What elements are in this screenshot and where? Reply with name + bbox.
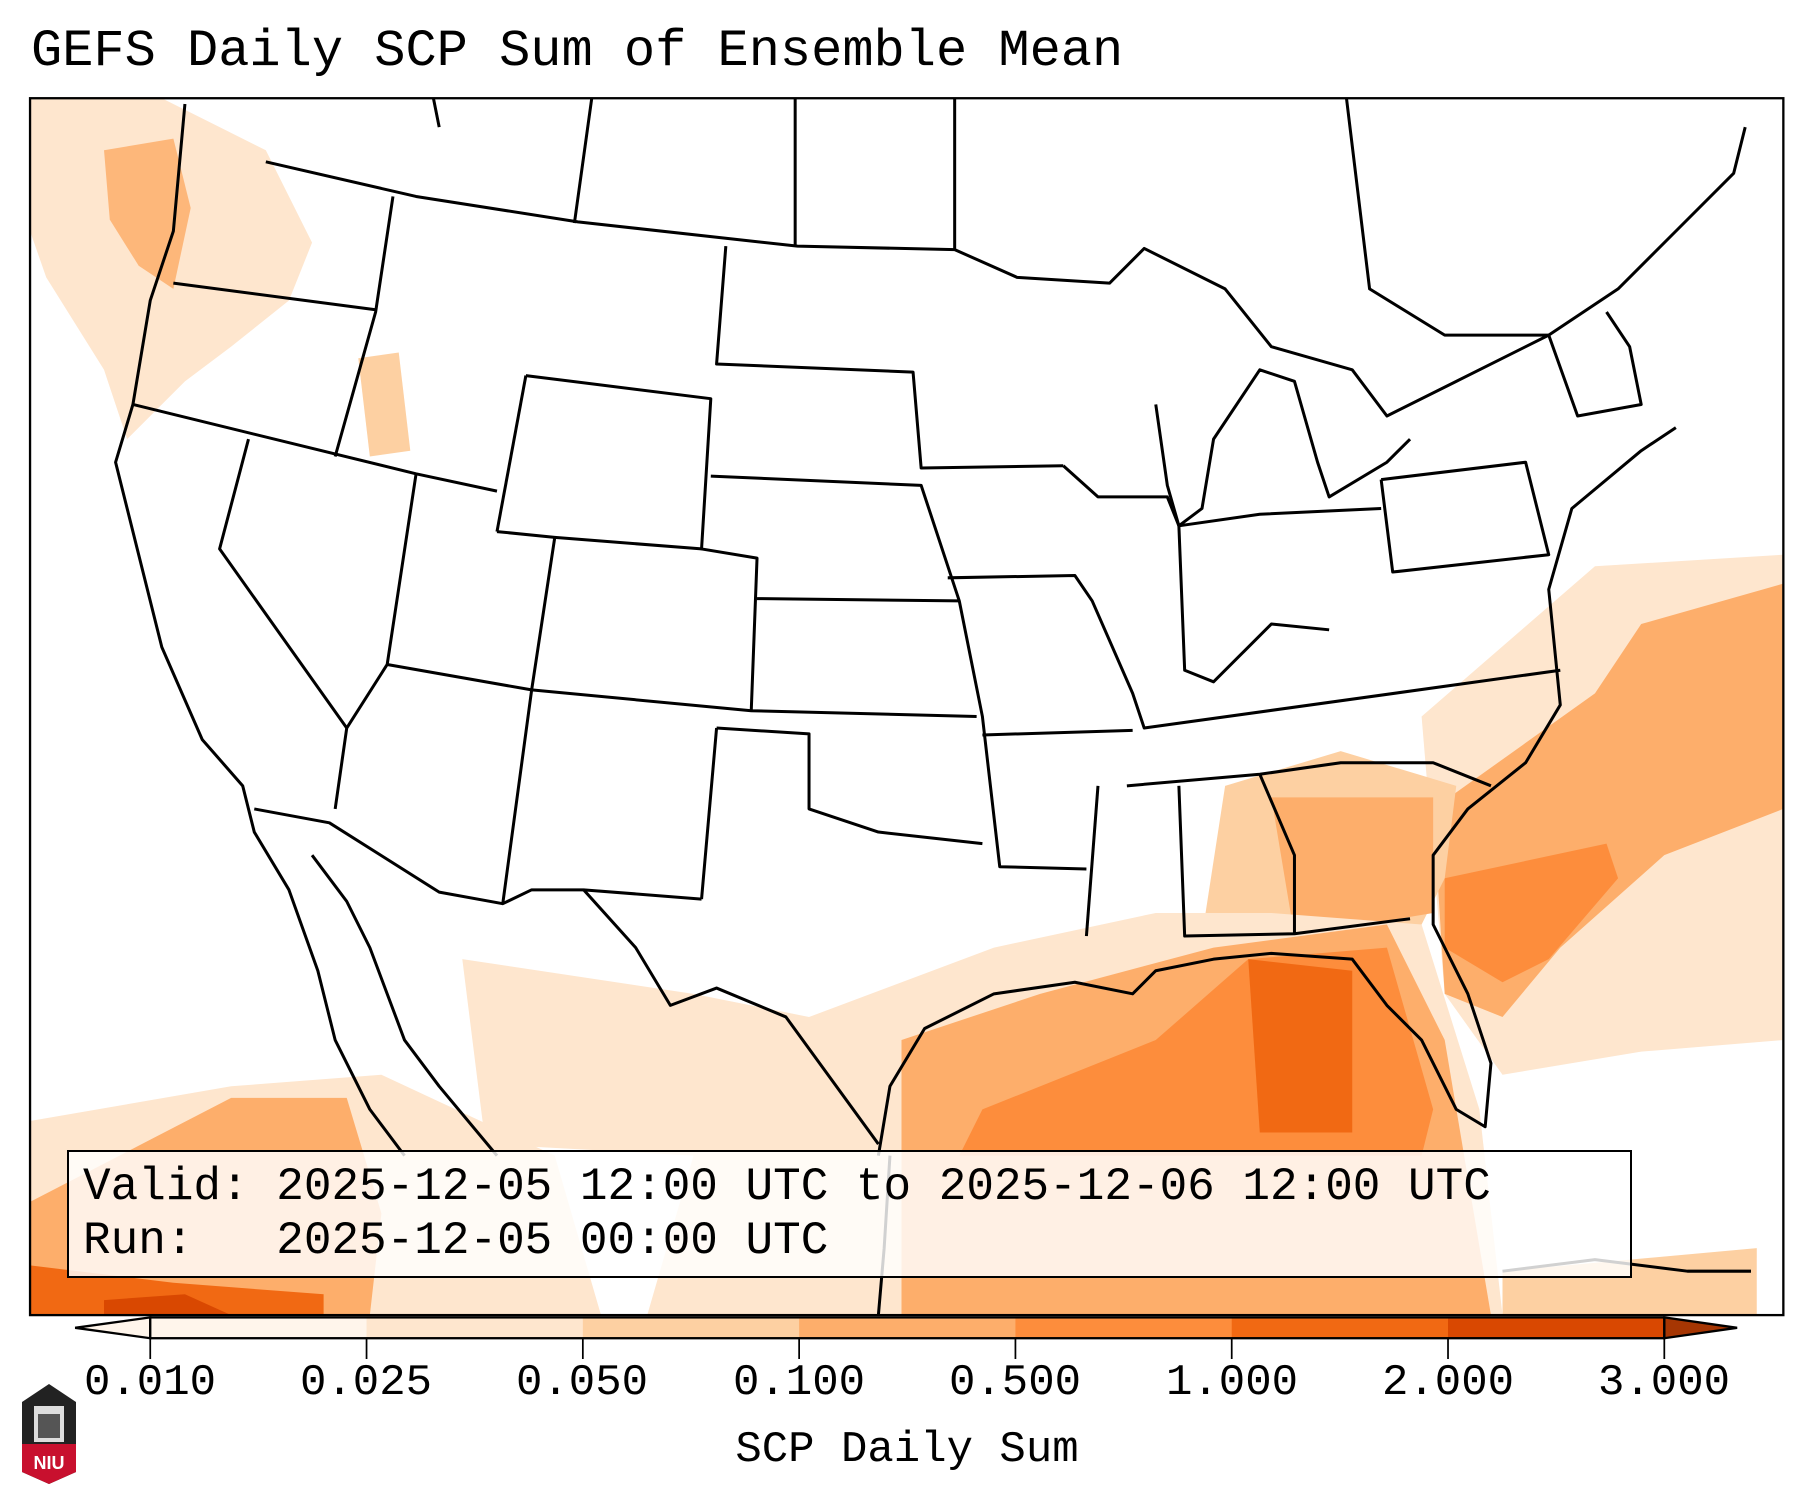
scp-region-caribbean — [1502, 1248, 1757, 1316]
colorbar-tick-label: 0.050 — [515, 1358, 649, 1408]
border — [1062, 464, 1382, 528]
colorbar-label: SCP Daily Sum — [735, 1425, 1079, 1475]
scp-region-gulf-core — [1248, 959, 1353, 1133]
border — [1177, 785, 1411, 938]
svg-text:NIU: NIU — [34, 1453, 65, 1473]
great-lakes — [1154, 368, 1412, 528]
border — [386, 663, 977, 718]
border — [253, 807, 702, 906]
colorbar-extend-low — [74, 1316, 152, 1340]
border — [710, 474, 1087, 871]
border — [173, 281, 376, 312]
border — [333, 196, 395, 457]
border — [715, 246, 1064, 470]
border — [333, 473, 418, 810]
border — [982, 728, 1133, 737]
colorbar-bin — [150, 1317, 368, 1339]
border — [757, 597, 960, 603]
border — [1379, 460, 1551, 574]
border — [1126, 761, 1492, 788]
colorbar-tick-label: 0.025 — [299, 1358, 433, 1408]
valid-run-info-box: Valid: 2025-12-05 12:00 UTC to 2025-12-0… — [67, 1150, 1632, 1278]
gulf-coast — [876, 426, 1677, 1156]
border — [947, 573, 1561, 730]
border — [582, 888, 880, 1145]
border — [132, 403, 498, 493]
colorbar-outline — [149, 1316, 1666, 1340]
colorbar-tick-label: 2.000 — [1381, 1358, 1515, 1408]
border — [431, 98, 441, 128]
scp-region-pacific-south-max — [104, 1294, 232, 1316]
border — [1258, 773, 1296, 934]
border — [1084, 785, 1100, 937]
run-time-text: Run: 2025-12-05 00:00 UTC — [83, 1215, 829, 1267]
colorbar-tick-label: 0.100 — [732, 1358, 866, 1408]
west-coast — [114, 103, 406, 1157]
border — [496, 530, 702, 551]
colorbar-tick-label: 0.010 — [83, 1358, 217, 1408]
border — [501, 537, 557, 904]
colorbar-bin — [582, 1317, 800, 1339]
map-frame — [28, 97, 1785, 1317]
border — [525, 374, 759, 711]
colorbar-extend-high — [1663, 1316, 1738, 1340]
border — [218, 438, 348, 729]
border — [700, 727, 719, 900]
scp-region-mexico — [462, 959, 856, 1156]
border — [716, 726, 983, 846]
valid-time-text: Valid: 2025-12-05 12:00 UTC to 2025-12-0… — [83, 1161, 1491, 1213]
scp-region-atlantic-core — [1444, 843, 1619, 983]
boundaries — [114, 98, 1751, 1316]
border — [1177, 525, 1330, 684]
colorbar-bin — [1448, 1317, 1665, 1339]
colorbar-tick-label: 1.000 — [1165, 1358, 1299, 1408]
scp-region-georgia — [1271, 797, 1434, 937]
colorbar — [74, 1316, 1738, 1360]
scp-field — [30, 98, 1784, 1316]
chart-title: GEFS Daily SCP Sum of Ensemble Mean — [31, 22, 1124, 81]
border — [572, 98, 594, 224]
border — [1547, 311, 1643, 418]
colorbar-tick-label: 0.500 — [948, 1358, 1082, 1408]
colorbar-bin — [1231, 1317, 1449, 1339]
border — [495, 375, 528, 532]
niu-logo: NIU — [22, 1384, 76, 1484]
border — [1344, 98, 1549, 337]
colorbar-tick-label: 3.000 — [1597, 1358, 1731, 1408]
scp-region-pacific-nw-core — [104, 138, 191, 289]
colorbar-bin — [799, 1317, 1017, 1339]
mexico-coast — [310, 854, 499, 1157]
colorbar-bin — [366, 1317, 584, 1339]
scp-region-idaho — [358, 352, 411, 457]
canada-border — [265, 126, 1747, 418]
colorbar-bin — [1015, 1317, 1233, 1339]
